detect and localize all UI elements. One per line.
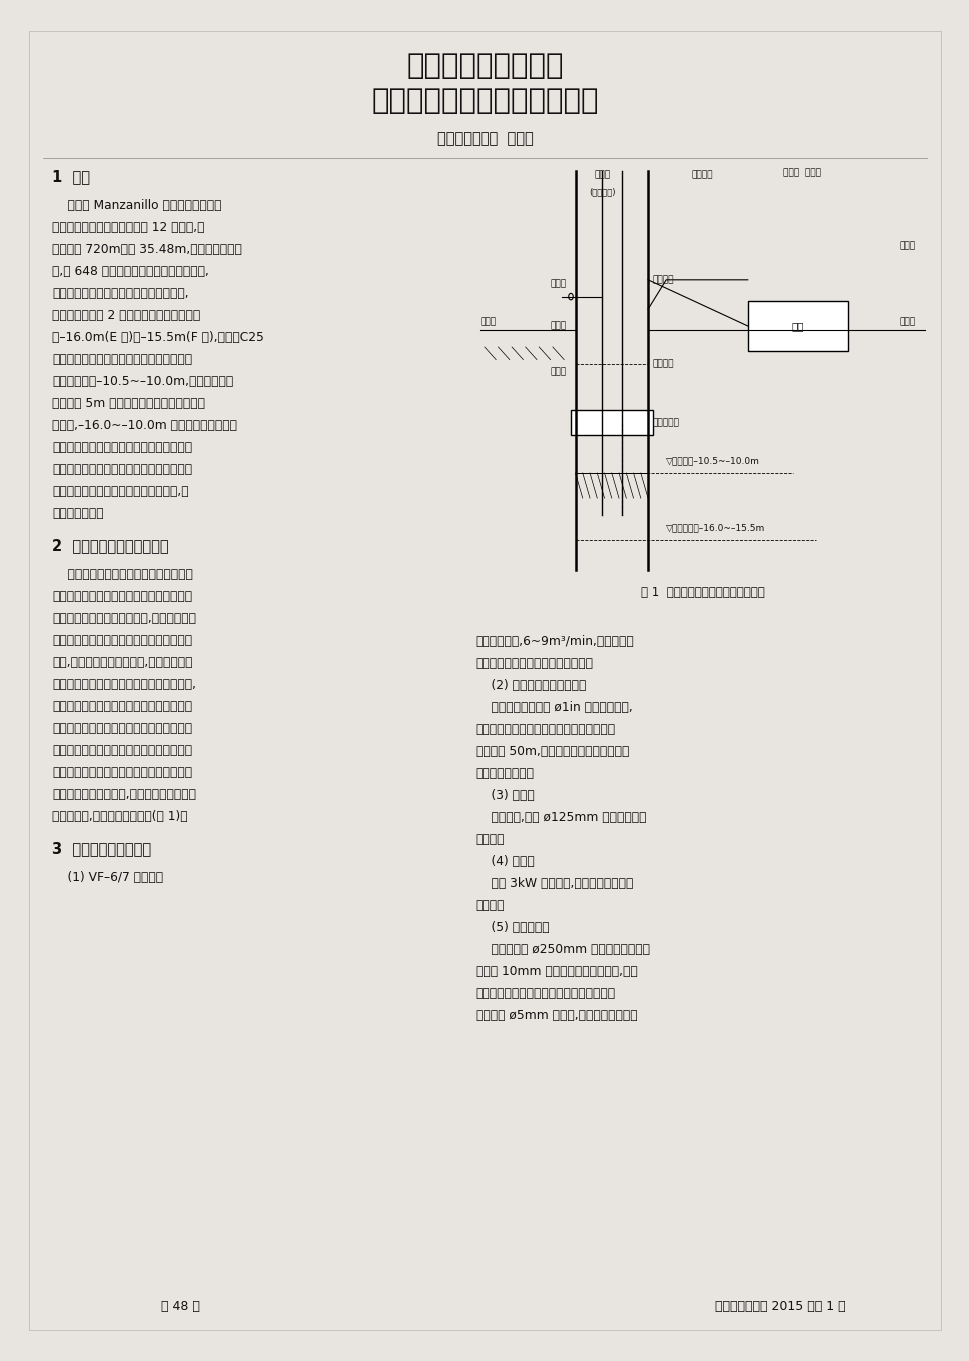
Text: 合器内。高压气与泥浆混合后,在混合器内形: 合器内。高压气与泥浆混合后,在混合器内形 [52, 612, 196, 625]
Text: 至–16.0m(E 排)和–15.5m(F 排),并浇筑C25: 至–16.0m(E 排)和–15.5m(F 排),并浇筑C25 [52, 331, 264, 344]
Text: 在某集装箱码头工程中的应用: 在某集装箱码头工程中的应用 [371, 87, 598, 116]
Text: 至桩孔以外,以达到清孔的目的(图 1)。: 至桩孔以外,以达到清孔的目的(图 1)。 [52, 810, 187, 823]
Text: 带丝口钢管从上端引出与送风管连接，排碴: 带丝口钢管从上端引出与送风管连接，排碴 [475, 987, 615, 1000]
Bar [571, 410, 652, 436]
Text: (5) 浆气混合器: (5) 浆气混合器 [475, 921, 548, 934]
Text: 两端用 10mm 钢板沿排碴管焊接封堵,并用: 两端用 10mm 钢板沿排碴管焊接封堵,并用 [475, 965, 637, 979]
Text: 的分析,–16.0~–10.0m 深度范围内主要为淤: 的分析,–16.0~–10.0m 深度范围内主要为淤 [52, 419, 236, 431]
Text: 管外壁与桩壁间的环状断面积，便形成了流: 管外壁与桩壁间的环状断面积，便形成了流 [52, 766, 192, 778]
Text: 海平面: 海平面 [898, 317, 915, 327]
Text: 行补水。: 行补水。 [475, 900, 505, 912]
Text: 清孔工艺来清除钢管桩内的淤泥及粉砂,以: 清孔工艺来清除钢管桩内的淤泥及粉砂,以 [52, 485, 188, 498]
Bar [747, 301, 847, 351]
Text: 为移动方便，采用 ø1in 橡胶高压软管,: 为移动方便，采用 ø1in 橡胶高压软管, [475, 701, 632, 713]
Text: 所需长度视混合器沉没深度而定，但总长度: 所需长度视混合器沉没深度而定，但总长度 [475, 723, 615, 736]
Text: 也称导管,采用 ø125mm 混凝土泵管连: 也称导管,采用 ø125mm 混凝土泵管连 [475, 811, 645, 823]
Text: 达到设计标高。: 达到设计标高。 [52, 508, 104, 520]
Text: 送气开关: 送气开关 [652, 275, 673, 284]
Text: (也称导管): (也称导管) [589, 188, 615, 196]
Text: － 48 －: － 48 － [161, 1300, 201, 1313]
Text: 排气开关: 排气开关 [691, 170, 712, 180]
Text: 桩,共 648 根。由于工程处于地震多发地带,: 桩,共 648 根。由于工程处于地震多发地带, [52, 264, 208, 278]
Text: 三航南京分公司  史金刚: 三航南京分公司 史金刚 [436, 131, 533, 146]
Text: ▽设计底标高–16.0~–15.5m: ▽设计底标高–16.0~–15.5m [666, 523, 765, 532]
Text: 孔深度在 5m 左右。经过对该项目地质资料: 孔深度在 5m 左右。经过对该项目地质资料 [52, 397, 204, 410]
Text: 气举反循环清孔工艺: 气举反循环清孔工艺 [406, 52, 563, 80]
Text: 压力表  储气罐: 压力表 储气罐 [782, 169, 821, 177]
Text: ▽原泥面高–10.5~–10.0m: ▽原泥面高–10.5~–10.0m [666, 456, 760, 465]
Text: 海平面: 海平面 [480, 317, 496, 327]
Text: (4) 清水泵: (4) 清水泵 [475, 855, 534, 868]
Text: 形成负压，下面的泥浆在负压的作用下上升,: 形成负压，下面的泥浆在负压的作用下上升, [52, 678, 196, 691]
Text: 上升形成流动。因导管的内断面积远小于导: 上升形成流动。因导管的内断面积远小于导 [52, 744, 192, 757]
Text: 速、流量极大的反循环,携带泥浆或泥沙排出: 速、流量极大的反循环,携带泥浆或泥沙排出 [52, 788, 196, 802]
Text: 在抗震计算满足规范及设计要求的前提下,: 在抗震计算满足规范及设计要求的前提下, [52, 287, 188, 299]
Text: 排液管: 排液管 [594, 170, 610, 180]
Text: 气，通过风管送至安装在导管底端的浆气混: 气，通过风管送至安装在导管底端的浆气混 [52, 589, 192, 603]
Text: 1  前言: 1 前言 [52, 169, 90, 184]
Text: 要求将码头后沿 2 排钢管桩内孔底标高清孔: 要求将码头后沿 2 排钢管桩内孔底标高清孔 [52, 309, 200, 321]
Text: 成一种密度小于泥浆的浆气混合物，因比重: 成一种密度小于泥浆的浆气混合物，因比重 [52, 634, 192, 646]
Text: 提供压缩空气,6~9m³/min,并配备储气: 提供压缩空气,6~9m³/min,并配备储气 [475, 634, 634, 648]
Text: 港工技术与管理 2015 年第 1 期: 港工技术与管理 2015 年第 1 期 [714, 1300, 844, 1313]
Text: 桩内水位: 桩内水位 [652, 359, 673, 369]
Text: 水工码头为高桩梁板结构，共 12 个分段,码: 水工码头为高桩梁板结构，共 12 个分段,码 [52, 220, 204, 234]
Text: 2  气举反循环清孔工艺原理: 2 气举反循环清孔工艺原理 [52, 538, 169, 553]
Text: 并在气压动量的联合作用下不断补浆，进入: 并在气压动量的联合作用下不断补浆，进入 [52, 700, 192, 713]
Text: 图 1  气举反循环清孔工艺原理示意图: 图 1 气举反循环清孔工艺原理示意图 [640, 587, 764, 599]
Text: 泥质粉砂和淤泥质粉土层，另外根据当地的: 泥质粉砂和淤泥质粉土层，另外根据当地的 [52, 441, 192, 455]
Text: 混合器的泥浆与气体形成浆气混合物后继续: 混合器的泥浆与气体形成浆气混合物后继续 [52, 723, 192, 735]
Text: 3  气举反循环清孔机具: 3 气举反循环清孔机具 [52, 841, 151, 856]
Text: 设备资源情况，项目部决定采取气举反循环: 设备资源情况，项目部决定采取气举反循环 [52, 463, 192, 476]
Text: 脱引环: 脱引环 [549, 279, 566, 289]
Text: 不宜超过 50m,以减少风压损失。送气管固: 不宜超过 50m,以减少风压损失。送气管固 [475, 744, 629, 758]
Text: 气举反循环清孔是利用空压机的压缩空: 气举反循环清孔是利用空压机的压缩空 [52, 568, 193, 581]
Text: 头岸线长 720m、宽 35.48m,码头桩基为钢管: 头岸线长 720m、宽 35.48m,码头桩基为钢管 [52, 242, 241, 256]
Text: (2) 输送压缩空气的送气管: (2) 输送压缩空气的送气管 [475, 679, 585, 691]
Text: 混合器采用 ø250mm 钢管制成，上、下: 混合器采用 ø250mm 钢管制成，上、下 [475, 943, 649, 957]
Text: 钢管桩: 钢管桩 [549, 367, 566, 377]
Text: 罐、压力表、排气开关和送气开关。: 罐、压力表、排气开关和送气开关。 [475, 656, 593, 670]
Text: 管周围钻 ø5mm 排气孔,排气孔与排碴管中: 管周围钻 ø5mm 排气孔,排气孔与排碴管中 [475, 1010, 637, 1022]
Text: 采用 3kW 的潜水泵,用于对钢管桩内进: 采用 3kW 的潜水泵,用于对钢管桩内进 [475, 876, 633, 890]
Text: 墨西哥 Manzanillo 港集装箱码头工程: 墨西哥 Manzanillo 港集装箱码头工程 [52, 199, 221, 211]
Text: 定于排碴管上方。: 定于排碴管上方。 [475, 766, 534, 780]
Text: 较小,浆气混合物沿导管上升,在混合器底端: 较小,浆气混合物沿导管上升,在混合器底端 [52, 656, 192, 670]
Text: (3) 排碴管: (3) 排碴管 [475, 789, 534, 802]
Text: 驳船: 驳船 [791, 321, 803, 331]
Text: 素混凝土以加强码头结构的抗震性能。桩内: 素混凝土以加强码头结构的抗震性能。桩内 [52, 352, 192, 366]
Text: 原泥面标高为–10.5~–10.0m,故桩内平均清: 原泥面标高为–10.5~–10.0m,故桩内平均清 [52, 374, 233, 388]
Text: 接而成。: 接而成。 [475, 833, 505, 847]
Text: (1) VF–6/7 型空压机: (1) VF–6/7 型空压机 [52, 871, 163, 883]
Text: 浆气混合器: 浆气混合器 [652, 418, 678, 427]
Text: 送气管: 送气管 [549, 321, 566, 331]
Text: 空压机: 空压机 [898, 242, 915, 250]
